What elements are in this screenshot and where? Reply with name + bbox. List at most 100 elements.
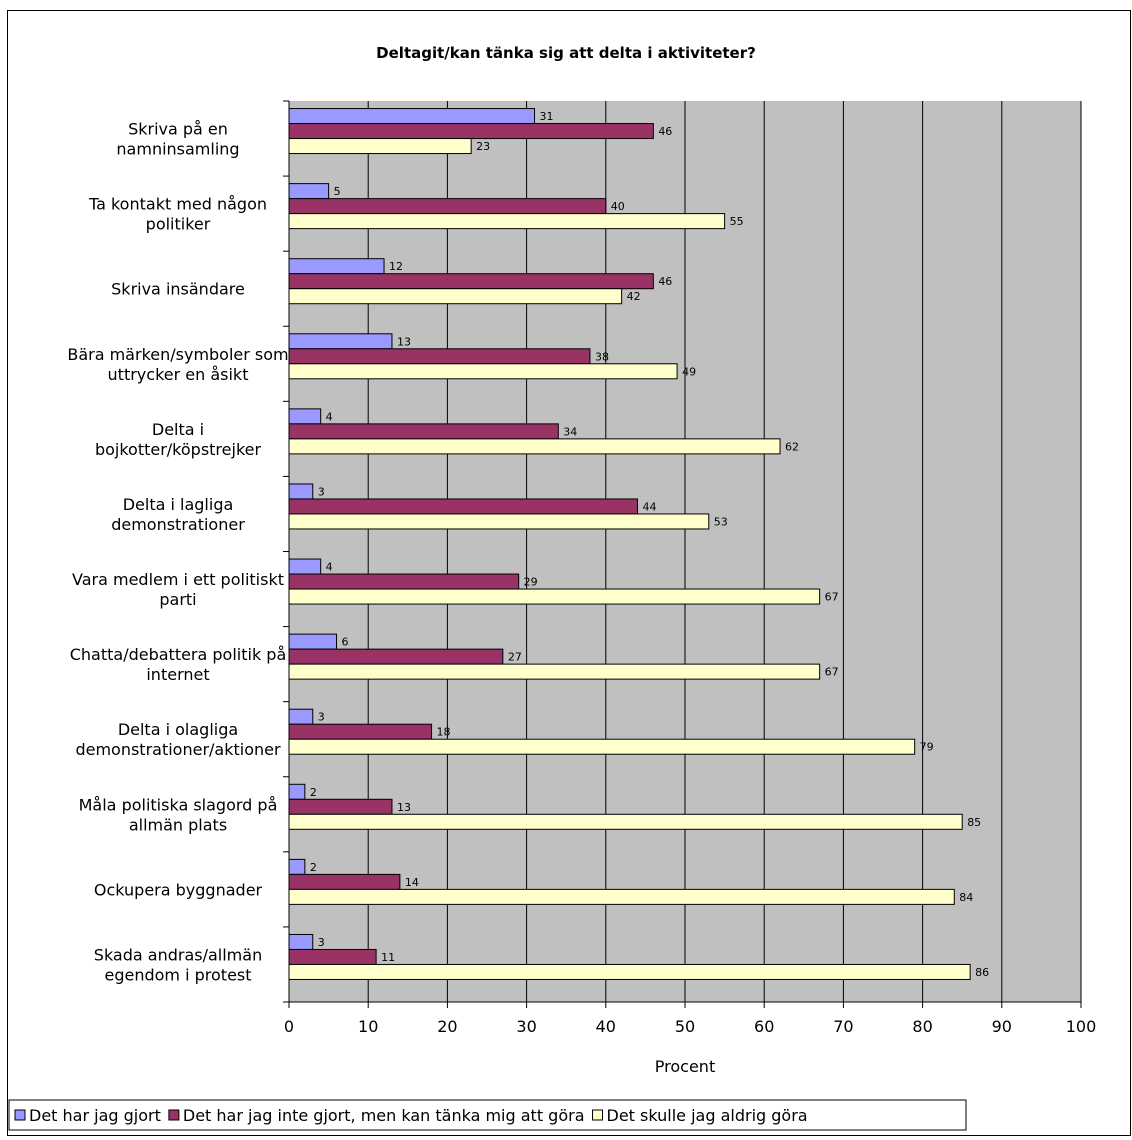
bar-s3-c3 bbox=[288, 288, 623, 305]
data-label-s1-c1: 31 bbox=[540, 110, 554, 123]
category-label-line: politiker bbox=[146, 215, 211, 234]
category-label-line: demonstrationer/aktioner bbox=[75, 740, 281, 759]
legend-swatch-1 bbox=[14, 1109, 26, 1121]
category-label-11: Ockupera byggnader bbox=[94, 880, 263, 899]
category-label-line: egendom i protest bbox=[104, 965, 251, 984]
data-label-s1-c2: 5 bbox=[334, 185, 341, 198]
legend-swatch-2 bbox=[168, 1109, 180, 1121]
bar-s3-c11 bbox=[288, 888, 955, 905]
data-label-s3-c9: 79 bbox=[920, 741, 934, 754]
bar-s2-c5 bbox=[288, 423, 559, 440]
category-label-line: Vara medlem i ett politiskt bbox=[72, 570, 284, 589]
bar-s3-c12 bbox=[288, 963, 971, 980]
bar-s2-c4 bbox=[288, 348, 591, 365]
data-label-s1-c11: 2 bbox=[310, 861, 317, 874]
bar-s3-c2 bbox=[288, 213, 726, 230]
category-label-line: demonstrationer bbox=[111, 515, 245, 534]
bar-s1-c8 bbox=[288, 633, 338, 650]
bar-s3-c5 bbox=[288, 438, 781, 455]
category-label-line: Skriva insändare bbox=[111, 280, 245, 299]
bar-s2-c2 bbox=[288, 198, 607, 215]
category-label-8: Chatta/debattera politik på internet bbox=[70, 645, 287, 684]
bar-s3-c6 bbox=[288, 513, 710, 530]
bar-s2-c10 bbox=[288, 798, 393, 815]
bar-s1-c2 bbox=[288, 183, 330, 200]
data-label-s1-c10: 2 bbox=[310, 786, 317, 799]
x-tick-label-0: 0 bbox=[284, 1017, 294, 1036]
bar-s3-c8 bbox=[288, 663, 821, 680]
x-axis-title: Procent bbox=[655, 1057, 715, 1076]
bar-s1-c5 bbox=[288, 408, 322, 425]
legend-label-2: Det har jag inte gjort, men kan tänka mi… bbox=[183, 1106, 585, 1125]
bar-s1-c9 bbox=[288, 708, 314, 725]
bar-s2-c7 bbox=[288, 573, 520, 590]
data-label-s2-c11: 14 bbox=[405, 876, 419, 889]
data-label-s2-c1: 46 bbox=[658, 125, 672, 138]
data-label-s2-c6: 44 bbox=[642, 500, 656, 513]
data-label-s3-c10: 85 bbox=[967, 816, 981, 829]
data-label-s2-c9: 18 bbox=[437, 726, 451, 739]
category-label-line: Chatta/debattera politik på bbox=[70, 645, 287, 664]
category-label-line: bojkotter/köpstrejker bbox=[95, 440, 262, 459]
category-label-line: namninsamling bbox=[116, 140, 239, 159]
data-label-s1-c8: 6 bbox=[342, 636, 349, 649]
data-label-s1-c5: 4 bbox=[326, 410, 333, 423]
data-label-s2-c4: 38 bbox=[595, 350, 609, 363]
x-tick-label-40: 40 bbox=[596, 1017, 616, 1036]
x-tick-label-30: 30 bbox=[516, 1017, 536, 1036]
category-label-line: uttrycker en åsikt bbox=[108, 365, 249, 384]
x-tick-label-20: 20 bbox=[437, 1017, 457, 1036]
data-label-s2-c8: 27 bbox=[508, 651, 522, 664]
bar-s3-c10 bbox=[288, 813, 963, 830]
bar-s2-c6 bbox=[288, 498, 638, 515]
data-label-s3-c12: 86 bbox=[975, 966, 989, 979]
bar-s2-c8 bbox=[288, 648, 504, 665]
data-label-s3-c1: 23 bbox=[476, 140, 490, 153]
x-tick-label-100: 100 bbox=[1066, 1017, 1097, 1036]
data-label-s1-c7: 4 bbox=[326, 561, 333, 574]
x-tick-label-80: 80 bbox=[912, 1017, 932, 1036]
bar-s3-c1 bbox=[288, 138, 472, 155]
bar-s1-c7 bbox=[288, 558, 322, 575]
category-label-line: Ta kontakt med någon bbox=[88, 195, 267, 214]
category-label-12: Skada andras/allmän egendom i protest bbox=[94, 945, 262, 984]
bar-s1-c12 bbox=[288, 933, 314, 950]
category-label-4: Bära märken/symboler som uttrycker en åsi… bbox=[67, 345, 288, 384]
x-tick-label-10: 10 bbox=[358, 1017, 378, 1036]
data-label-s3-c2: 55 bbox=[730, 215, 744, 228]
category-label-10: Måla politiska slagord på allmän plats bbox=[79, 795, 278, 834]
bar-s1-c6 bbox=[288, 483, 314, 500]
data-label-s1-c3: 12 bbox=[389, 260, 403, 273]
data-label-s3-c5: 62 bbox=[785, 440, 799, 453]
category-label-6: Delta i lagliga demonstrationer bbox=[111, 495, 245, 534]
category-label-line: allmän plats bbox=[129, 815, 227, 834]
category-label-line: Delta i bbox=[152, 420, 204, 439]
data-label-s3-c11: 84 bbox=[959, 891, 973, 904]
bar-s3-c7 bbox=[288, 588, 821, 605]
category-label-2: Ta kontakt med någon politiker bbox=[88, 195, 267, 234]
bar-s1-c1 bbox=[288, 108, 536, 125]
bar-s3-c4 bbox=[288, 363, 678, 380]
category-label-line: Ockupera byggnader bbox=[94, 880, 263, 899]
category-label-9: Delta i olagliga demonstrationer/aktioner bbox=[75, 720, 281, 759]
data-label-s3-c8: 67 bbox=[825, 666, 839, 679]
category-label-5: Delta i bojkotter/köpstrejker bbox=[95, 420, 262, 459]
data-label-s3-c4: 49 bbox=[682, 365, 696, 378]
chart-title: Deltagit/kan tänka sig att delta i aktiv… bbox=[376, 44, 756, 62]
data-label-s1-c6: 3 bbox=[318, 485, 325, 498]
data-label-s2-c10: 13 bbox=[397, 801, 411, 814]
data-label-s3-c3: 42 bbox=[627, 290, 641, 303]
data-label-s2-c12: 11 bbox=[381, 951, 395, 964]
data-label-s1-c9: 3 bbox=[318, 711, 325, 724]
bar-s1-c10 bbox=[288, 783, 306, 800]
category-label-line: internet bbox=[146, 665, 209, 684]
bar-s3-c9 bbox=[288, 738, 916, 755]
data-label-s1-c4: 13 bbox=[397, 335, 411, 348]
bar-s1-c3 bbox=[288, 258, 385, 275]
category-label-line: Måla politiska slagord på bbox=[79, 795, 278, 814]
bar-s2-c11 bbox=[288, 873, 401, 890]
x-tick-label-70: 70 bbox=[833, 1017, 853, 1036]
category-label-3: Skriva insändare bbox=[111, 280, 245, 299]
category-label-line: Bära märken/symboler som bbox=[67, 345, 288, 364]
